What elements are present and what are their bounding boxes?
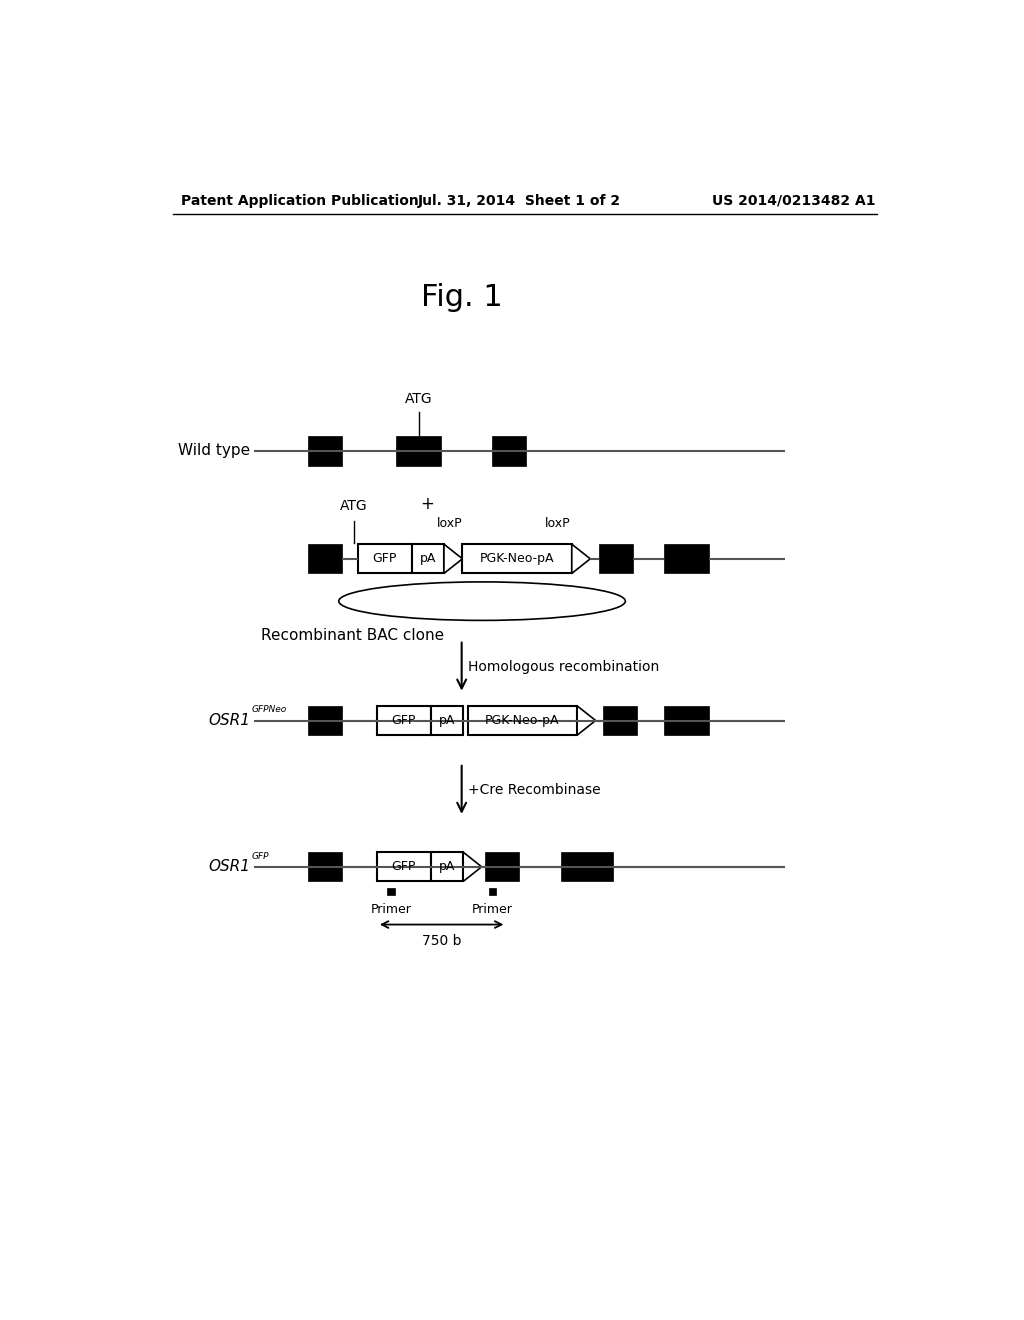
Polygon shape (444, 544, 463, 573)
Bar (599, 544, 634, 573)
Text: Fig. 1: Fig. 1 (421, 282, 503, 312)
Text: PGK-Neo-pA: PGK-Neo-pA (480, 552, 554, 565)
Text: GFP: GFP (392, 861, 416, 874)
Text: +: + (420, 495, 434, 512)
Text: ATG: ATG (340, 499, 368, 512)
Text: ATG: ATG (404, 392, 432, 405)
Bar (484, 853, 518, 882)
Bar (357, 544, 412, 573)
Text: Patent Application Publication: Patent Application Publication (180, 194, 419, 207)
Text: Primer: Primer (472, 903, 513, 916)
Bar (307, 437, 342, 466)
Bar (665, 706, 709, 735)
Bar (431, 853, 463, 882)
Text: OSR1: OSR1 (208, 859, 250, 874)
Text: US 2014/0213482 A1: US 2014/0213482 A1 (712, 194, 876, 207)
Bar (488, 887, 497, 895)
Text: OSR1: OSR1 (208, 713, 250, 729)
Bar (396, 437, 441, 466)
Text: Recombinant BAC clone: Recombinant BAC clone (261, 628, 444, 643)
Bar (377, 706, 431, 735)
Text: loxP: loxP (545, 517, 570, 531)
Text: GFPNeo: GFPNeo (252, 705, 287, 714)
Text: GFP: GFP (252, 851, 269, 861)
Bar (468, 706, 578, 735)
Bar (463, 544, 571, 573)
Bar (493, 437, 526, 466)
Bar (665, 544, 709, 573)
Bar (307, 853, 342, 882)
Polygon shape (571, 544, 590, 573)
Text: loxP: loxP (437, 517, 463, 531)
Bar (603, 706, 637, 735)
Text: Homologous recombination: Homologous recombination (468, 660, 659, 673)
Polygon shape (578, 706, 596, 735)
Bar (431, 706, 463, 735)
Text: pA: pA (439, 861, 456, 874)
Text: 750 b: 750 b (422, 935, 462, 949)
Text: GFP: GFP (373, 552, 397, 565)
Bar (387, 887, 394, 895)
Bar (561, 853, 613, 882)
Polygon shape (463, 853, 481, 882)
Text: +Cre Recombinase: +Cre Recombinase (468, 783, 600, 797)
Text: Jul. 31, 2014  Sheet 1 of 2: Jul. 31, 2014 Sheet 1 of 2 (418, 194, 621, 207)
Text: Primer: Primer (371, 903, 412, 916)
Text: pA: pA (420, 552, 436, 565)
Text: PGK-Neo-pA: PGK-Neo-pA (485, 714, 560, 727)
Bar (412, 544, 444, 573)
Bar (307, 544, 342, 573)
Text: GFP: GFP (392, 714, 416, 727)
Bar (377, 853, 431, 882)
Text: pA: pA (439, 714, 456, 727)
Text: Wild type: Wild type (178, 444, 250, 458)
Bar (307, 706, 342, 735)
